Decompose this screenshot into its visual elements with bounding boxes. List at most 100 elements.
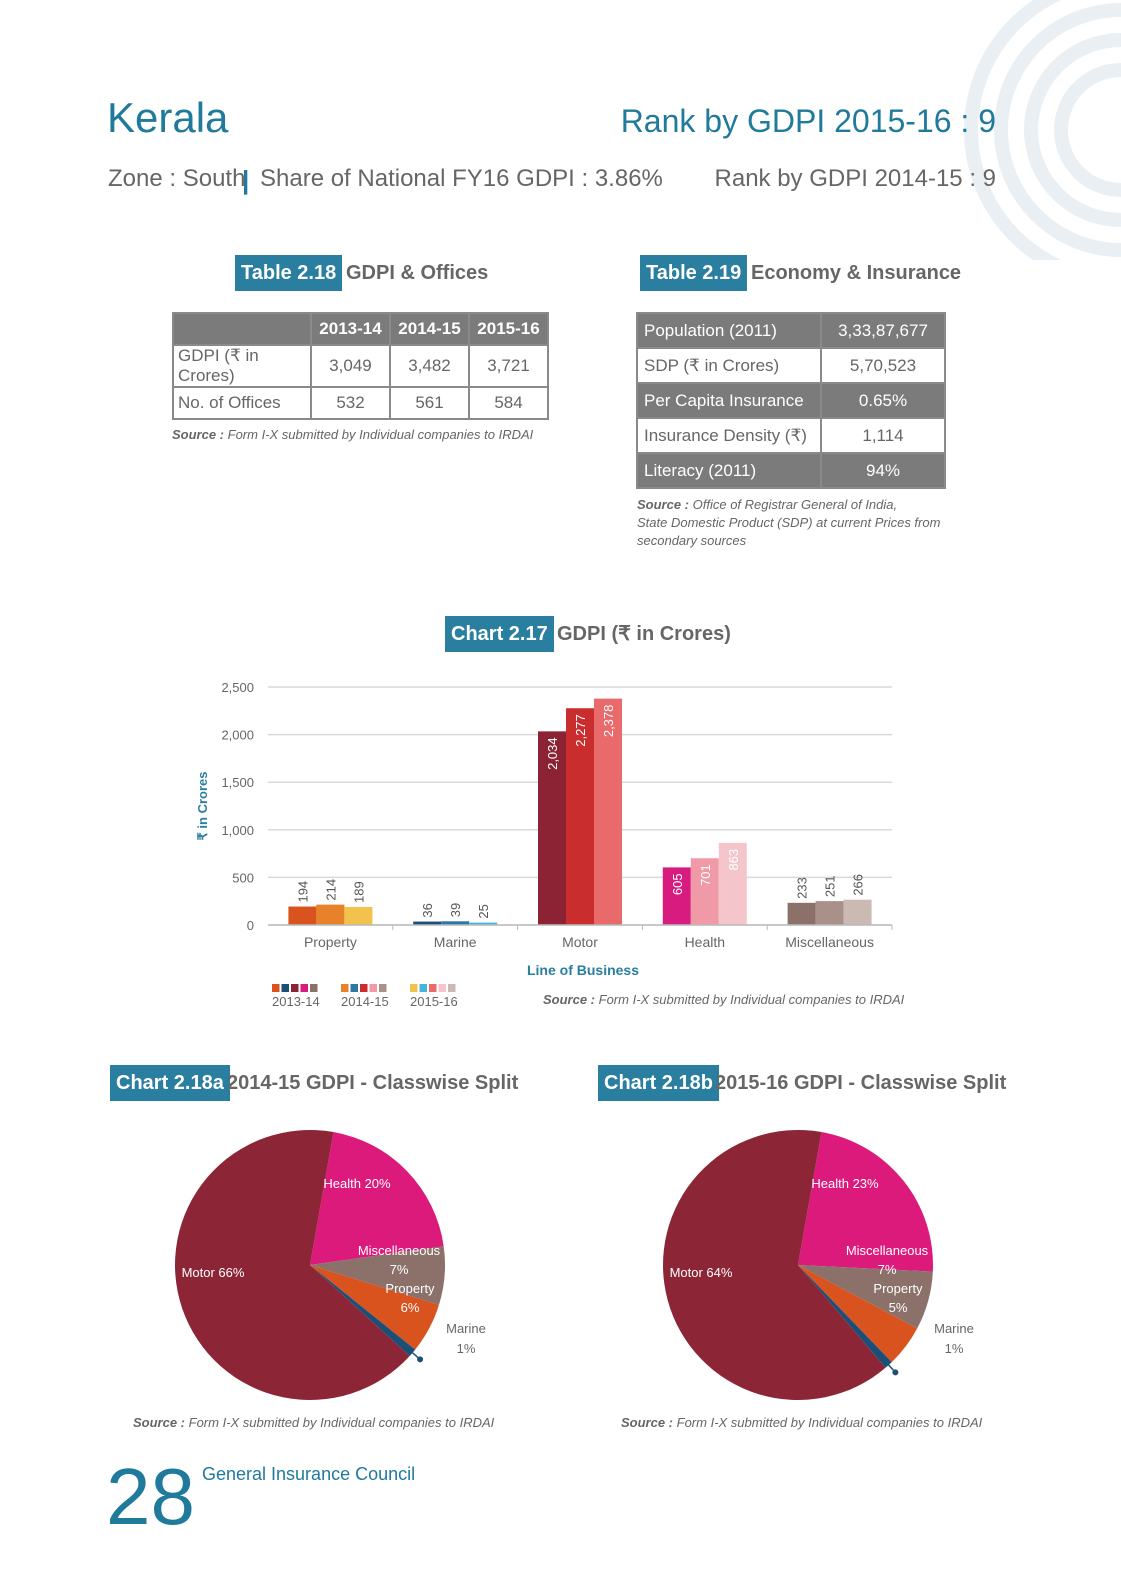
column-header: 2013-14 <box>310 312 391 346</box>
table-header-row: 2013-14 2014-15 2015-16 <box>172 312 549 346</box>
publisher-name: General Insurance Council <box>202 1464 416 1484</box>
chart-2-18a-tag: Chart 2.18a <box>110 1065 230 1101</box>
bar <box>662 867 691 925</box>
source-label: Source : <box>133 1415 186 1430</box>
x-axis-label: Line of Business <box>527 962 639 978</box>
data-label: 214 <box>323 879 338 901</box>
bar <box>690 858 719 925</box>
source-text: Office of Registrar General of India, <box>692 497 898 512</box>
chart-2-17-title: GDPI (₹ in Crores) <box>557 623 731 645</box>
row-label: Per Capita Insurance <box>636 382 822 419</box>
leader-line <box>404 1345 421 1360</box>
legend-label: 2013-14 <box>272 994 320 1009</box>
chart-2-18b-title: 2015-16 GDPI - Classwise Split <box>715 1072 1007 1094</box>
legend-swatch <box>281 984 289 992</box>
legend-swatch <box>350 984 358 992</box>
legend-swatch <box>410 984 418 992</box>
data-label: 194 <box>295 881 310 903</box>
legend-swatch <box>310 984 318 992</box>
bar <box>787 902 816 925</box>
y-tick-label: 500 <box>232 870 254 885</box>
legend-label: 2014-15 <box>341 994 389 1009</box>
legend-swatch <box>369 984 377 992</box>
data-label: 25 <box>476 904 491 918</box>
data-label: 2,277 <box>573 714 588 747</box>
table-2-18-source: Source : Form I-X submitted by Individua… <box>172 426 533 444</box>
pie-slice <box>663 1130 886 1400</box>
slice-label: 7% <box>390 1262 409 1277</box>
source-text: Form I-X submitted by Individual compani… <box>598 992 905 1007</box>
data-label: 2,034 <box>545 737 560 770</box>
legend-swatch <box>300 984 308 992</box>
legend-swatch <box>341 984 349 992</box>
row-label: Literacy (2011) <box>636 452 822 489</box>
slice-label: Marine <box>446 1321 486 1336</box>
legend-swatch <box>419 984 427 992</box>
pie-slice <box>310 1265 416 1357</box>
pie-chart-2014-15: Health 20% Miscellaneous 7% Property 6% Marin… <box>175 1130 486 1400</box>
table-cell: 532 <box>310 386 391 420</box>
data-label: 701 <box>698 864 713 886</box>
share-text: Share of National FY16 GDPI : 3.86% <box>260 165 663 192</box>
table-2-19-source: Source : Office of Registrar General of … <box>637 496 940 550</box>
header-divider: | <box>242 165 250 195</box>
y-tick-label: 1,000 <box>221 823 254 838</box>
slice-label: Motor 64% <box>670 1265 733 1280</box>
data-label: 863 <box>726 849 741 871</box>
legend-swatch <box>438 984 446 992</box>
pie-slice <box>798 1132 933 1272</box>
y-axis-label: ₹ in Crores <box>195 772 210 841</box>
y-tick-label: 2,500 <box>221 680 254 695</box>
column-header: 2015-16 <box>468 312 549 346</box>
slice-label: Miscellaneous <box>358 1243 441 1258</box>
bar <box>718 842 747 925</box>
legend-swatch <box>448 984 456 992</box>
source-text: Form I-X submitted by Individual compani… <box>188 1415 495 1430</box>
table-cell: 3,482 <box>389 344 470 388</box>
data-label: 233 <box>795 877 810 899</box>
table-cell: 5,70,523 <box>820 347 946 384</box>
zone-text: Zone : South <box>108 165 246 192</box>
legend-swatch <box>291 984 299 992</box>
leader-dot <box>892 1369 899 1376</box>
pie-slice <box>798 1265 918 1363</box>
table-cell: 3,721 <box>468 344 549 388</box>
slice-label: Health 23% <box>811 1176 879 1191</box>
table-cell: 3,33,87,677 <box>820 312 946 349</box>
slice-label: Property <box>873 1281 923 1296</box>
chart-2-17-tag: Chart 2.17 <box>445 616 554 652</box>
gdpi-bar-chart: 0 500 1,000 1,500 2,000 2,500 ₹ in Crores 194 21… <box>195 680 893 1009</box>
legend-label: 2015-16 <box>410 994 458 1009</box>
x-tick-label: Property <box>304 934 357 950</box>
pie-slice <box>798 1265 933 1329</box>
row-label: Insurance Density (₹) <box>636 417 822 454</box>
rank-2015-16: Rank by GDPI 2015-16 : 9 <box>620 103 996 139</box>
data-label: 605 <box>670 873 685 895</box>
bar <box>538 731 566 925</box>
source-text: secondary sources <box>637 533 747 548</box>
data-label: 2,378 <box>601 705 616 738</box>
source-label: Source : <box>621 1415 674 1430</box>
table-row: No. of Offices 532 561 584 <box>172 386 549 420</box>
y-tick-label: 0 <box>247 918 254 933</box>
slice-label: 7% <box>878 1262 897 1277</box>
slice-label: 1% <box>457 1341 476 1356</box>
table-row: Literacy (2011) 94% <box>636 452 946 489</box>
row-label: GDPI (₹ in Crores) <box>172 344 312 388</box>
chart-2-18b-source: Source : Form I-X submitted by Individua… <box>621 1414 982 1432</box>
slice-label: 6% <box>401 1300 420 1315</box>
column-header: 2014-15 <box>389 312 470 346</box>
slice-label: Property <box>385 1281 435 1296</box>
table-cell: 0.65% <box>820 382 946 419</box>
x-tick-label: Motor <box>562 934 598 950</box>
source-text: State Domestic Product (SDP) at current … <box>637 515 941 530</box>
state-title: Kerala <box>107 94 229 141</box>
table-2-19-tag: Table 2.19 <box>640 255 748 291</box>
table-row: GDPI (₹ in Crores) 3,049 3,482 3,721 <box>172 344 549 388</box>
x-tick-label: Marine <box>434 934 477 950</box>
y-tick-label: 1,500 <box>221 775 254 790</box>
source-label: Source : <box>543 992 596 1007</box>
source-text: Form I-X submitted by Individual compani… <box>676 1415 983 1430</box>
slice-label: Health 20% <box>323 1176 391 1191</box>
table-cell: 3,049 <box>310 344 391 388</box>
